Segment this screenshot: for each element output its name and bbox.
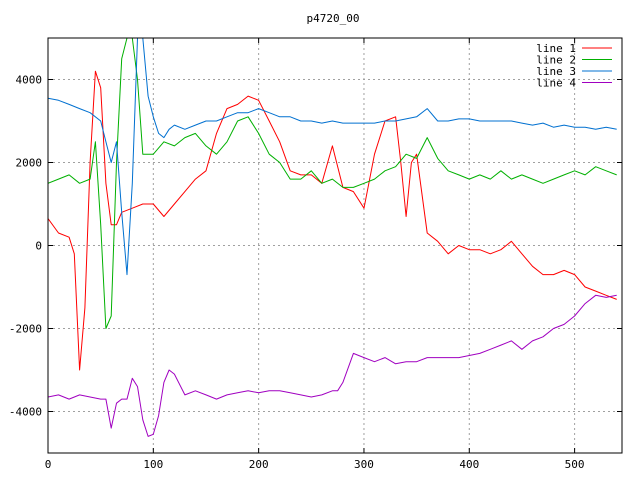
legend-label: line 1 bbox=[536, 42, 576, 55]
axis-ticks: 0 100 200 300 400 500 -4000 -2000 0 2000 4000 bbox=[9, 38, 622, 471]
grid-lines bbox=[47, 38, 622, 453]
x-tick-label: 300 bbox=[354, 458, 374, 471]
x-tick-label: 0 bbox=[45, 458, 52, 471]
series-line-2 bbox=[48, 38, 617, 329]
y-tick-label: 4000 bbox=[16, 74, 43, 87]
series-lines bbox=[48, 38, 617, 437]
legend-label: line 3 bbox=[536, 65, 576, 78]
series-line-4 bbox=[48, 294, 617, 437]
x-tick-label: 200 bbox=[249, 458, 269, 471]
y-tick-label: 0 bbox=[35, 240, 42, 253]
x-tick-label: 500 bbox=[565, 458, 585, 471]
legend-label: line 2 bbox=[536, 54, 576, 67]
x-tick-label: 400 bbox=[459, 458, 479, 471]
series-line-3 bbox=[48, 38, 617, 276]
y-tick-label: -2000 bbox=[9, 323, 42, 336]
x-tick-label: 100 bbox=[143, 458, 163, 471]
series-line-1 bbox=[48, 70, 617, 371]
legend-label: line 4 bbox=[536, 77, 576, 90]
y-tick-label: 2000 bbox=[16, 157, 43, 170]
y-tick-label: -4000 bbox=[9, 406, 42, 419]
chart-title: p4720_00 bbox=[307, 12, 360, 25]
